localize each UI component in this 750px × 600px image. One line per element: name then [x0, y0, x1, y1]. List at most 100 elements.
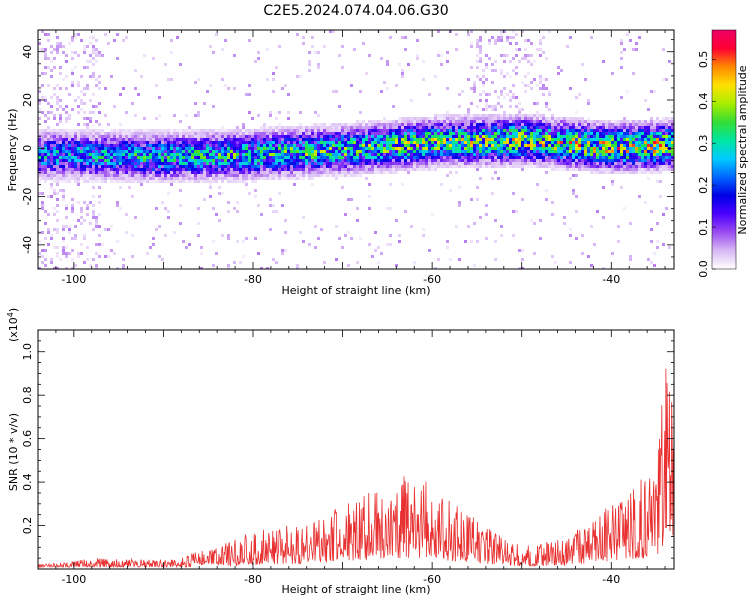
heatmap-cell: [446, 114, 449, 117]
heatmap-cell: [188, 132, 191, 135]
heatmap-cell: [173, 141, 176, 144]
heatmap-cell: [215, 177, 218, 180]
heatmap-cell: [434, 135, 437, 138]
heatmap-cell: [620, 126, 623, 129]
heatmap-cell: [617, 123, 620, 126]
heatmap-cell: [368, 144, 371, 147]
heatmap-cell: [497, 39, 500, 42]
heatmap-cell: [647, 156, 650, 159]
heatmap-cell: [374, 123, 377, 126]
heatmap-cell: [476, 129, 479, 132]
heatmap-cell: [80, 216, 83, 219]
heatmap-cell: [326, 174, 329, 177]
heatmap-cell: [125, 132, 128, 135]
heatmap-cell: [326, 171, 329, 174]
heatmap-cell: [245, 174, 248, 177]
heatmap-cell: [56, 183, 59, 186]
heatmap-cell: [509, 120, 512, 123]
heatmap-cell: [392, 129, 395, 132]
heatmap-cell: [95, 168, 98, 171]
heatmap-cell: [176, 162, 179, 165]
heatmap-cell: [428, 153, 431, 156]
heatmap-cell: [407, 162, 410, 165]
heatmap-cell: [494, 141, 497, 144]
heatmap-cell: [284, 126, 287, 129]
heatmap-cell: [203, 171, 206, 174]
heatmap-cell: [440, 159, 443, 162]
heatmap-cell: [437, 135, 440, 138]
heatmap-cell: [215, 150, 218, 153]
heatmap-cell: [134, 129, 137, 132]
heatmap-cell: [518, 141, 521, 144]
heatmap-cell: [509, 147, 512, 150]
heatmap-cell: [416, 144, 419, 147]
heatmap-cell: [653, 153, 656, 156]
heatmap-cell: [62, 129, 65, 132]
heatmap-cell: [44, 51, 47, 54]
heatmap-cell: [65, 147, 68, 150]
heatmap-cell: [287, 156, 290, 159]
heatmap-cell: [137, 93, 140, 96]
heatmap-cell: [65, 204, 68, 207]
heatmap-cell: [158, 129, 161, 132]
heatmap-cell: [158, 156, 161, 159]
heatmap-cell: [551, 117, 554, 120]
heatmap-cell: [194, 135, 197, 138]
heatmap-cell: [356, 138, 359, 141]
heatmap-cell: [41, 177, 44, 180]
heatmap-cell: [50, 150, 53, 153]
heatmap-cell: [653, 123, 656, 126]
heatmap-cell: [140, 129, 143, 132]
heatmap-cell: [50, 105, 53, 108]
heatmap-cell: [542, 156, 545, 159]
heatmap-cell: [44, 129, 47, 132]
heatmap-cell: [251, 156, 254, 159]
heatmap-cell: [497, 147, 500, 150]
heatmap-cell: [200, 138, 203, 141]
heatmap-cell: [617, 153, 620, 156]
heatmap-cell: [629, 135, 632, 138]
heatmap-cell: [41, 138, 44, 141]
heatmap-cell: [89, 156, 92, 159]
heatmap-cell: [170, 165, 173, 168]
heatmap-cell: [641, 165, 644, 168]
heatmap-cell: [209, 132, 212, 135]
heatmap-cell: [191, 177, 194, 180]
heatmap-cell: [518, 120, 521, 123]
heatmap-cell: [467, 138, 470, 141]
heatmap-cell: [491, 156, 494, 159]
heatmap-cell: [350, 135, 353, 138]
heatmap-cell: [275, 177, 278, 180]
heatmap-cell: [392, 105, 395, 108]
heatmap-cell: [602, 159, 605, 162]
heatmap-cell: [104, 132, 107, 135]
heatmap-cell: [467, 123, 470, 126]
heatmap-cell: [80, 144, 83, 147]
heatmap-cell: [413, 168, 416, 171]
heatmap-cell: [53, 213, 56, 216]
heatmap-cell: [380, 147, 383, 150]
heatmap-cell: [590, 165, 593, 168]
heatmap-cell: [221, 150, 224, 153]
heatmap-cell: [533, 126, 536, 129]
heatmap-cell: [206, 168, 209, 171]
heatmap-cell: [86, 165, 89, 168]
heatmap-cell: [422, 156, 425, 159]
heatmap-cell: [518, 102, 521, 105]
heatmap-cell: [458, 114, 461, 117]
heatmap-cell: [527, 54, 530, 57]
heatmap-cell: [137, 129, 140, 132]
heatmap-cell: [617, 171, 620, 174]
heatmap-cell: [38, 267, 41, 269]
heatmap-cell: [518, 150, 521, 153]
heatmap-cell: [50, 141, 53, 144]
heatmap-cell: [497, 102, 500, 105]
heatmap-cell: [221, 78, 224, 81]
heatmap-cell: [119, 159, 122, 162]
heatmap-cell: [290, 132, 293, 135]
heatmap-cell: [569, 135, 572, 138]
heatmap-cell: [608, 165, 611, 168]
heatmap-cell: [89, 159, 92, 162]
heatmap-cell: [266, 135, 269, 138]
spectrogram-x-label: Height of straight line (km): [281, 284, 430, 297]
